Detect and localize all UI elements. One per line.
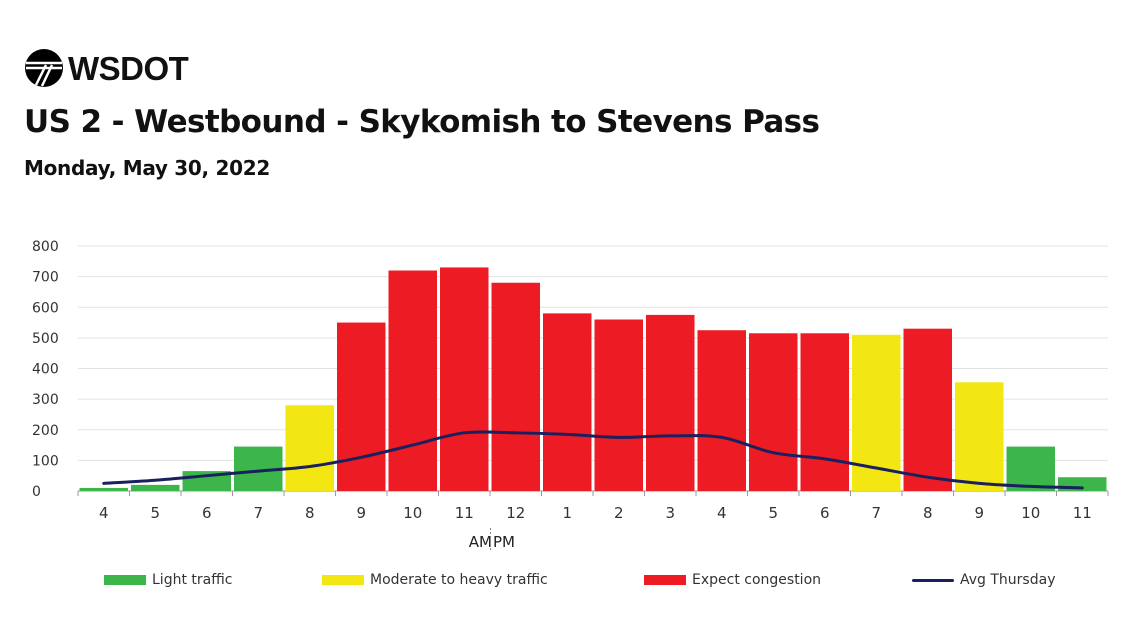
- y-tick-label: 400: [32, 362, 59, 378]
- wsdot-logo: WSDOT: [24, 48, 189, 88]
- legend-swatch-avg-line: [912, 578, 954, 582]
- bar-congestion: [337, 322, 386, 491]
- x-tick-label: 3: [665, 504, 675, 522]
- x-tick-label: 2: [614, 504, 624, 522]
- bar-congestion: [594, 319, 643, 491]
- x-tick-label: 10: [403, 504, 422, 522]
- x-tick-label: 9: [356, 504, 366, 522]
- x-tick-label: 7: [871, 504, 881, 522]
- legend-swatch-congestion: [644, 575, 686, 585]
- x-tick-label: 11: [1073, 504, 1092, 522]
- pm-label: PM: [493, 533, 515, 551]
- bar-congestion: [903, 328, 952, 491]
- bar-moderate: [285, 405, 334, 491]
- page-title: US 2 - Westbound - Skykomish to Stevens …: [24, 104, 820, 140]
- avg-thursday-line: [102, 430, 1084, 490]
- bar-congestion: [697, 330, 746, 491]
- x-tick-label: 11: [455, 504, 474, 522]
- bar-congestion: [749, 333, 798, 491]
- x-tick-label: 4: [717, 504, 727, 522]
- x-tick-label: 9: [974, 504, 984, 522]
- wsdot-emblem-icon: [25, 49, 63, 87]
- legend-swatch-moderate: [322, 575, 364, 585]
- legend-congestion: Expect congestion: [644, 572, 821, 588]
- y-tick-label: 500: [32, 331, 59, 347]
- x-tick-label: 8: [305, 504, 315, 522]
- bar-congestion: [440, 267, 489, 491]
- y-tick-label: 800: [32, 239, 59, 255]
- y-tick-label: 700: [32, 270, 59, 286]
- bar-moderate: [955, 382, 1004, 491]
- page-subtitle: Monday, May 30, 2022: [24, 156, 270, 180]
- x-tick-label: 10: [1021, 504, 1040, 522]
- x-tick-label: 6: [202, 504, 212, 522]
- logo-text: WSDOT: [68, 49, 189, 87]
- legend-moderate: Moderate to heavy traffic: [322, 572, 548, 588]
- bar-congestion: [646, 314, 695, 491]
- bar-congestion: [388, 270, 437, 491]
- am-label: AM: [469, 533, 492, 551]
- y-tick-label: 100: [32, 453, 59, 469]
- legend-avg: Avg Thursday: [912, 572, 1055, 588]
- x-tick-label: 5: [768, 504, 778, 522]
- legend-swatch-light: [104, 575, 146, 585]
- y-tick-label: 0: [32, 484, 41, 500]
- x-tick-label: 4: [99, 504, 109, 522]
- x-tick-label: 1: [562, 504, 572, 522]
- x-tick-label: 12: [506, 504, 525, 522]
- legend-label: Avg Thursday: [960, 572, 1056, 588]
- bar-light: [131, 484, 180, 491]
- bar-congestion: [491, 282, 540, 491]
- bar-congestion: [800, 333, 849, 491]
- x-tick-label: 8: [923, 504, 933, 522]
- bar-light: [1006, 446, 1055, 491]
- bar-congestion: [543, 313, 592, 491]
- legend-label: Expect congestion: [692, 572, 822, 588]
- x-tick-label: 7: [253, 504, 263, 522]
- y-tick-label: 600: [32, 300, 59, 316]
- x-tick-label: 5: [150, 504, 160, 522]
- bar-light: [79, 487, 128, 491]
- y-tick-label: 300: [32, 392, 59, 408]
- x-tick-label: 6: [820, 504, 830, 522]
- y-tick-label: 200: [32, 423, 59, 439]
- legend-label: Moderate to heavy traffic: [370, 572, 548, 588]
- legend-light: Light traffic: [104, 572, 232, 588]
- legend-label: Light traffic: [152, 572, 233, 588]
